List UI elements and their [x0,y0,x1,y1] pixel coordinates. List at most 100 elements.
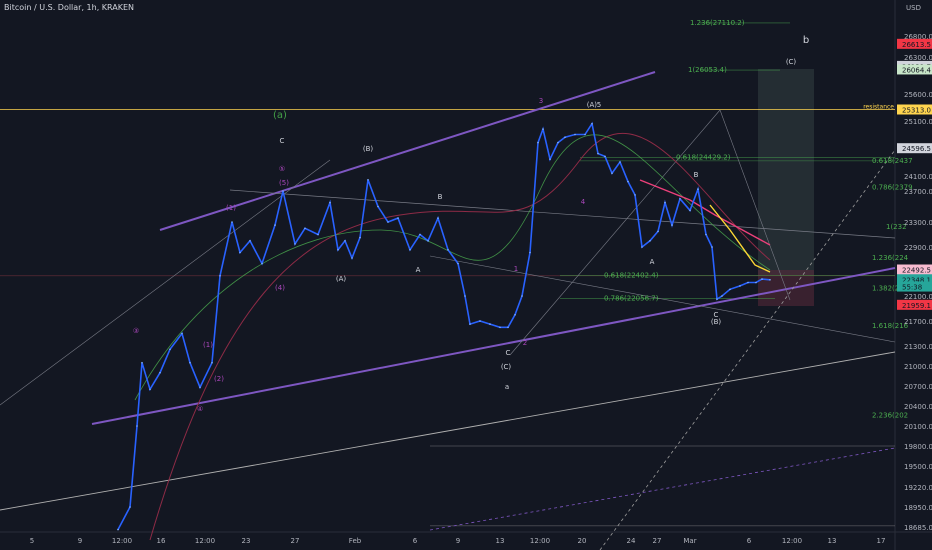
price-point [261,262,263,265]
price-point [649,240,651,242]
wave-label: (B) [363,145,374,153]
wave-label: 3 [539,97,543,105]
wave-label: 1 [514,265,518,273]
fib-label: 2.236(202 [872,411,908,419]
price-point [136,425,138,427]
price-point [189,361,191,364]
time-tick-label: 9 [456,537,460,545]
price-point [542,128,544,130]
trend-line [429,255,896,343]
trend-line [0,159,331,406]
wave-label: C [506,349,511,357]
price-tick-label: 23300.0 [904,219,932,227]
price-point [711,246,713,248]
price-point [574,133,576,136]
forecast-line [709,204,771,273]
price-point [634,194,636,196]
moving-average-line [149,133,771,541]
price-tick-label: 20400.0 [904,403,932,411]
price-point [641,246,643,248]
price-point [149,388,151,391]
time-tick-label: 27 [291,537,300,545]
resistance-label: resistance [863,103,894,110]
wave-label: a [505,383,509,391]
price-point [397,217,399,219]
price-badge [897,38,932,49]
price-point [117,528,119,531]
price-badge-label: 26064.4 [902,66,931,74]
price-point [359,236,361,239]
price-point [705,233,707,236]
price-point [739,285,741,287]
wave-label: (4) [275,284,285,292]
price-point [716,298,718,300]
fib-label: 0.786(2379 [872,184,913,192]
price-tick-label: 23700.0 [904,188,932,196]
price-point [447,249,449,251]
time-tick-label: 17 [877,537,886,545]
fib-label: 1(232 [886,223,907,231]
price-point [564,136,566,138]
price-badge-label: 26613.5 [902,41,931,49]
price-tick-label: 25100.0 [904,118,932,126]
price-point [507,326,509,329]
price-point [377,205,379,208]
wave-label: (B) [711,318,722,326]
forecast-line [639,179,771,246]
time-tick-label: 12:00 [195,537,215,545]
projection-box [758,69,814,275]
price-point [584,133,586,136]
price-tick-label: 21300.0 [904,343,932,351]
price-point [274,224,276,226]
time-tick-label: 12:00 [112,537,132,545]
price-tick-label: 26300.0 [904,54,932,62]
price-point [761,278,763,280]
price-point [169,348,171,351]
wave-label: (1) [203,341,213,349]
price-point [344,240,346,242]
price-point [671,224,673,226]
fib-label: 1.382(221 [872,285,908,293]
price-tick-label: 21000.0 [904,363,932,371]
price-point [627,180,629,183]
wave-label: ③ [133,327,139,335]
price-point [351,257,353,259]
price-point [657,230,659,233]
price-tick-label: 18685.0 [904,524,932,532]
wave-label: (A) [336,275,347,283]
price-point [514,314,516,316]
price-tick-label: 24100.0 [904,173,932,181]
wave-label: 2 [523,339,527,347]
time-tick-label: 20 [578,537,587,545]
price-point [537,141,539,144]
price-point [199,386,201,389]
price-point [129,506,131,508]
wave-label: 4 [581,198,586,206]
price-point [611,172,613,174]
price-point [755,281,757,284]
price-tick-label: 19500.0 [904,463,932,471]
time-tick-label: 6 [747,537,752,545]
wave-label: C [280,137,285,145]
time-tick-label: 16 [157,537,166,545]
price-point [769,279,771,281]
price-badge [897,143,932,154]
wave-label: B [438,193,443,201]
price-point [282,190,284,192]
price-point [181,332,183,335]
wave-label: A [650,258,655,266]
wave-label: (C) [786,58,797,66]
moving-average-line [134,134,771,401]
wave-label: ⑤ [279,165,285,173]
wave-label: A [416,266,421,274]
price-point [479,320,481,322]
price-point [159,371,161,374]
price-point [549,158,551,160]
price-point [387,221,389,223]
price-axis-currency: USD [906,4,921,12]
time-tick-label: 24 [627,537,636,545]
price-tick-label: 22100.0 [904,293,932,301]
price-point [317,233,319,236]
price-tick-label: 25600.0 [904,91,932,99]
